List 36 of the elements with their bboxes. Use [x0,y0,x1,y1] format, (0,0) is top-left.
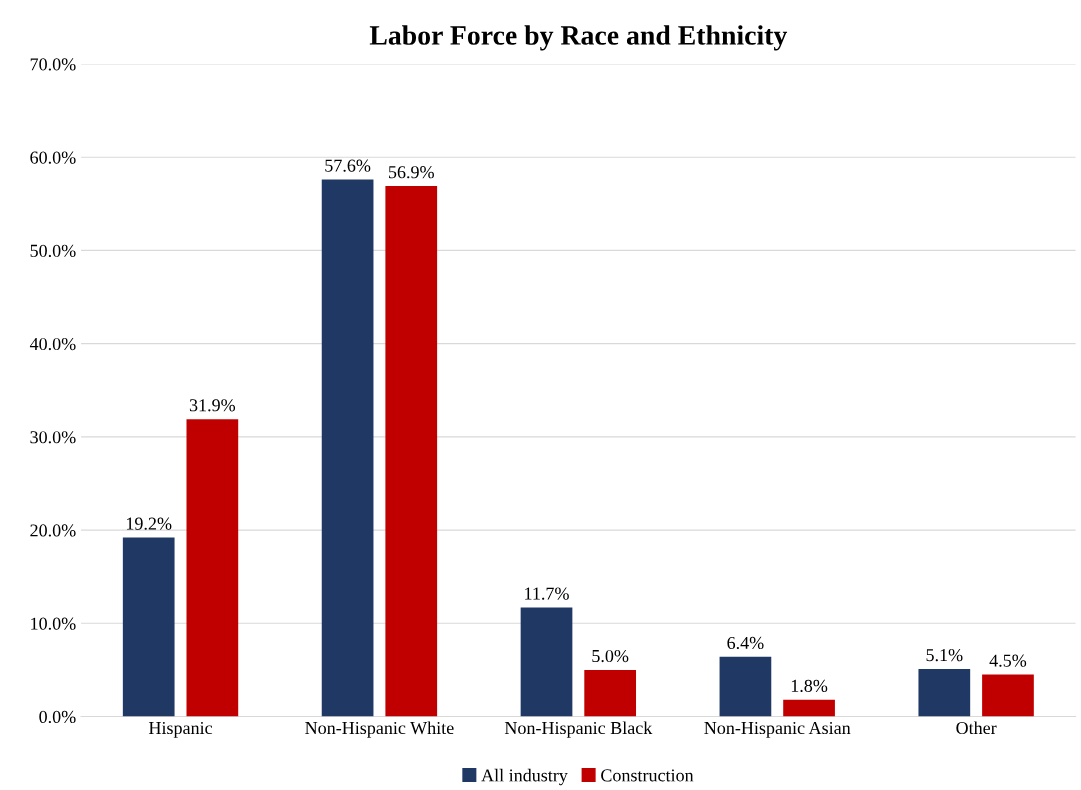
legend-label: Construction [601,769,694,782]
x-tick-label: Non-Hispanic White [305,721,454,738]
y-tick-label: 0.0% [39,710,76,724]
data-label: 6.4% [727,636,764,650]
bar [122,537,175,717]
bar [385,186,438,717]
y-tick-label: 10.0% [31,617,76,630]
bar [520,607,573,717]
data-label: 5.0% [592,649,629,663]
data-label: 19.2% [126,517,172,530]
data-label: 11.7% [525,587,569,600]
x-tick-label: Non-Hispanic Asian [704,721,851,738]
data-label: 5.1% [926,648,963,662]
data-label: 56.9% [388,166,434,179]
x-tick-label: Non-Hispanic Black [504,721,653,738]
y-tick-label: 20.0% [30,524,76,537]
x-tick-label: Other [956,721,997,735]
bar [584,669,637,717]
x-tick-label: Hispanic [148,721,213,738]
data-label: 57.6% [325,159,371,172]
data-label: 4.5% [989,654,1027,667]
data-label: 1.8% [791,679,828,692]
y-tick-label: 40.0% [29,337,76,351]
bar [321,179,374,717]
y-tick-label: 50.0% [30,244,76,257]
bar [783,699,835,717]
legend-label: All industry [481,768,568,786]
bar [918,668,971,717]
y-tick-label: 70.0% [30,58,76,71]
bar [186,419,239,717]
y-tick-label: 30.0% [30,431,76,444]
bar [982,674,1034,717]
data-label: 31.9% [189,399,236,412]
chart-title: Labor Force by Race and Ethnicity [369,25,788,51]
y-tick-label: 60.0% [30,151,76,164]
bar [719,656,772,717]
